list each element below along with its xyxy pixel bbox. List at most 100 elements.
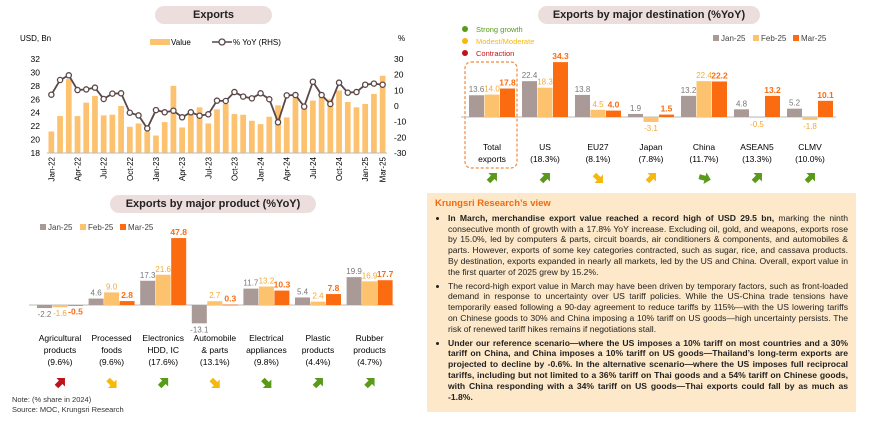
yoy-point — [152, 106, 160, 114]
x-tick-label: Apr-24 — [283, 156, 292, 181]
y2-tick-label: -20 — [394, 132, 407, 142]
y-tick-label: 22 — [31, 121, 41, 131]
product-category-label: (4.4%) — [305, 357, 330, 367]
product-data-label: 2.7 — [209, 291, 221, 300]
legend-value: Value — [171, 38, 191, 47]
product-category-label: (9.6%) — [47, 357, 72, 367]
destination-data-label: 10.1 — [817, 90, 834, 100]
destination-category-label: Japan — [639, 142, 662, 152]
destination-category-label: (7.8%) — [638, 154, 663, 164]
product-bar — [68, 305, 83, 306]
product-trend-arrow-icon — [157, 378, 169, 389]
value-bar — [48, 131, 55, 153]
value-bar — [135, 123, 142, 153]
value-bar — [283, 117, 290, 153]
destination-bar — [712, 81, 727, 117]
yoy-point — [65, 72, 73, 79]
value-bar — [318, 97, 325, 153]
destination-data-label: 1.9 — [630, 104, 642, 113]
yoy-point — [56, 76, 64, 84]
destination-data-label: -1.8 — [803, 122, 817, 131]
value-bar — [205, 123, 212, 153]
y2-tick-label: 0 — [394, 101, 399, 111]
value-bar — [362, 103, 369, 153]
product-category-label: Plastic — [305, 333, 331, 343]
product-trend-arrow-icon — [54, 378, 65, 389]
value-bar — [92, 95, 98, 153]
value-bar — [222, 103, 229, 153]
yoy-point — [196, 112, 203, 119]
status-legend-dot-icon — [462, 38, 468, 44]
y-tick-label: 18 — [31, 148, 41, 158]
destination-data-label: 1.5 — [661, 104, 673, 114]
product-legend-label: Jan-25 — [48, 223, 73, 232]
value-bar — [336, 90, 342, 153]
destination-data-label: 22.4 — [696, 71, 712, 80]
product-category-label: foods — [101, 345, 122, 355]
yoy-point — [239, 93, 247, 100]
legend-yoy: % YoY (RHS) — [233, 38, 281, 47]
value-bar — [240, 114, 247, 153]
value-bar — [310, 100, 316, 153]
product-data-label: -2.2 — [38, 310, 52, 319]
source-text: Source: MOC, Krungsri Research — [12, 405, 124, 414]
yoy-point — [74, 86, 81, 94]
product-data-label: 2.8 — [121, 290, 133, 300]
product-category-label: products — [353, 345, 386, 355]
yoy-point — [370, 80, 378, 87]
destination-data-label: 13.8 — [575, 85, 591, 94]
yoy-point — [213, 97, 221, 104]
destination-data-label: -3.1 — [644, 124, 658, 133]
product-bar — [274, 290, 290, 305]
yoy-point — [335, 79, 343, 86]
product-category-label: products — [44, 345, 77, 355]
value-bar — [292, 97, 299, 153]
status-legend-label: Modest/Moderate — [476, 37, 534, 46]
product-trend-arrow-icon — [312, 378, 323, 389]
research-view-box: Krungsri Research’s view In March, merch… — [427, 193, 856, 412]
yoy-point — [353, 88, 360, 96]
product-category-label: Processed — [92, 333, 132, 343]
yoy-point — [205, 111, 212, 118]
destination-bar — [681, 95, 696, 117]
destination-category-label: CLMV — [798, 142, 822, 152]
destination-data-label: 4.0 — [608, 100, 620, 110]
yoy-point — [144, 125, 151, 132]
product-category-label: Automobile — [194, 333, 237, 343]
y-tick-label: 28 — [31, 81, 41, 91]
product-data-label: 2.4 — [312, 292, 324, 301]
product-category-label: Agricultural — [39, 333, 82, 343]
destination-data-label: 4.8 — [736, 99, 748, 108]
product-data-label: 11.7 — [243, 279, 259, 288]
yoy-point — [274, 119, 282, 126]
product-category-label: (4.7%) — [357, 357, 382, 367]
destination-trend-arrow-icon — [592, 172, 603, 183]
product-category-label: Electronics — [142, 333, 184, 343]
value-bar — [275, 105, 281, 153]
destination-bar — [484, 94, 500, 117]
x-tick-label: Jan-24 — [257, 156, 266, 181]
yoy-point — [300, 103, 308, 110]
yoy-point — [178, 114, 186, 121]
value-bar — [153, 135, 159, 153]
x-tick-label: Oct-24 — [335, 156, 344, 181]
destination-bar — [590, 109, 606, 117]
x-tick-label: Jan-22 — [47, 156, 56, 181]
x-tick-label: Apr-22 — [74, 156, 83, 181]
x-tick-label: Oct-23 — [230, 156, 239, 181]
y-tick-label: 30 — [31, 67, 41, 77]
y-tick-label: 26 — [31, 94, 41, 104]
destination-bar — [575, 94, 590, 117]
value-bar — [57, 116, 63, 153]
yoy-point — [318, 91, 325, 99]
product-title: Exports by major product (%YoY) — [110, 195, 316, 213]
value-bar — [126, 126, 133, 153]
product-category-label: HDD, IC — [147, 345, 179, 355]
destination-data-label: 18.3 — [537, 78, 553, 87]
destination-trend-arrow-icon — [751, 173, 762, 184]
product-bar — [119, 301, 135, 305]
value-bar — [214, 109, 220, 153]
product-data-label: 4.6 — [91, 289, 103, 298]
product-data-label: 0.3 — [224, 294, 236, 304]
